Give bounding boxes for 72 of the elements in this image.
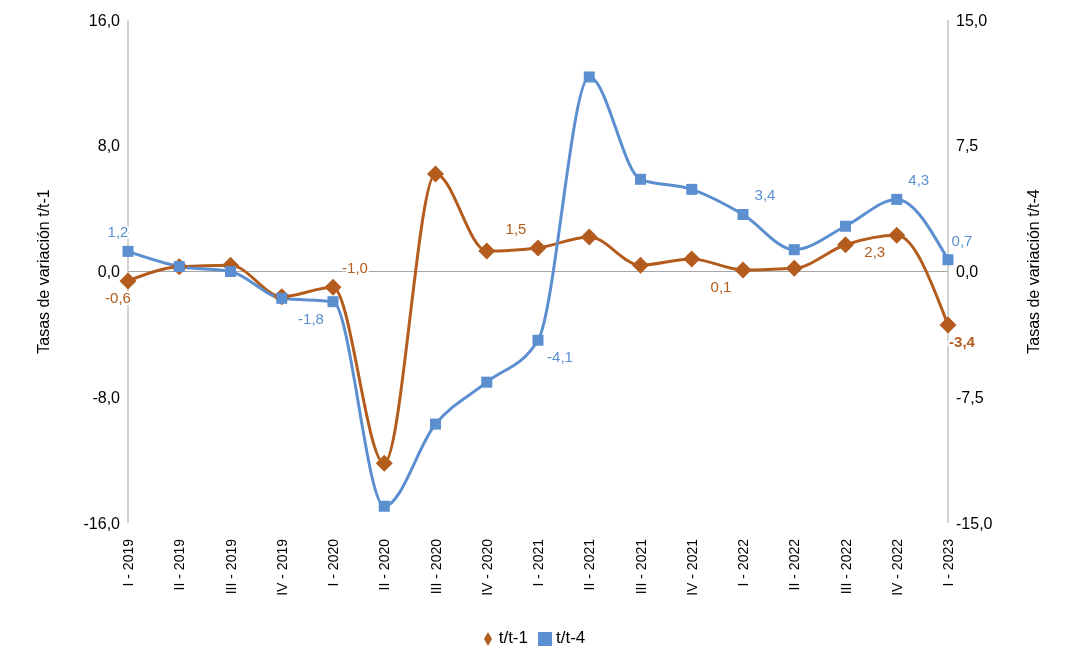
point <box>785 259 803 277</box>
point <box>119 272 137 290</box>
data-label: 1,5 <box>505 219 527 237</box>
point <box>837 236 854 254</box>
y2-tick-label: -7,5 <box>956 388 984 406</box>
legend-label: t/t-4 <box>556 628 586 647</box>
x-tick-label: IV - 2021 <box>683 538 700 596</box>
point <box>635 173 646 185</box>
x-tick-label: IV - 2020 <box>478 538 495 596</box>
data-label: 4,3 <box>908 171 930 189</box>
point <box>891 193 903 205</box>
point <box>683 250 701 268</box>
point <box>378 500 390 512</box>
point <box>427 165 444 183</box>
y2-tick-label: 0,0 <box>956 263 979 281</box>
y2-axis-title: Tasas de variación t/t-4 <box>1024 189 1042 354</box>
y2-tick-label: -15,0 <box>956 514 993 532</box>
data-label: -1,8 <box>298 309 324 327</box>
point <box>529 239 547 257</box>
data-label: 0,1 <box>710 277 732 295</box>
data-label: -4,1 <box>547 348 573 366</box>
x-tick-label: I - 2022 <box>735 538 751 587</box>
data-label: 0,7 <box>951 231 973 249</box>
x-tick-label: III - 2019 <box>222 538 239 595</box>
point <box>375 454 393 472</box>
y2-tick-label: 15,0 <box>956 11 988 29</box>
y-tick-label: 8,0 <box>97 137 121 155</box>
point <box>942 254 954 266</box>
x-tick-label: III - 2020 <box>427 538 444 595</box>
point <box>580 228 598 246</box>
y-axis-title: Tasas de variación t/t-1 <box>34 189 52 354</box>
data-label: -3,4 <box>949 332 976 350</box>
x-tick-label: II - 2020 <box>376 538 393 591</box>
x-tick-label: I - 2020 <box>325 538 341 587</box>
x-tick-label: I - 2019 <box>120 538 136 587</box>
point <box>686 183 698 195</box>
point <box>327 296 339 308</box>
point <box>430 418 441 430</box>
point <box>478 242 496 260</box>
x-tick-label: IV - 2022 <box>888 538 905 596</box>
point <box>122 245 134 257</box>
point <box>532 334 544 346</box>
point <box>225 266 236 277</box>
x-tick-label: I - 2021 <box>530 538 546 587</box>
point <box>737 208 749 220</box>
point <box>734 261 752 279</box>
x-tick-label: I - 2023 <box>940 538 956 587</box>
point <box>583 71 595 83</box>
y-tick-label: 0,0 <box>97 263 121 281</box>
x-tick-label: III - 2022 <box>837 538 854 595</box>
y2-tick-label: 7,5 <box>956 137 979 155</box>
point <box>788 244 800 256</box>
x-tick-label: II - 2022 <box>786 538 803 591</box>
x-tick-label: II - 2019 <box>171 538 188 591</box>
point <box>481 376 493 388</box>
point <box>632 256 649 274</box>
data-label: -1,0 <box>342 259 368 277</box>
point <box>840 220 851 232</box>
data-label: -0,6 <box>105 288 131 306</box>
data-label: 2,3 <box>864 243 886 261</box>
y-tick-label: 16,0 <box>88 11 121 29</box>
x-tick-label: IV - 2019 <box>273 538 290 596</box>
x-tick-label: III - 2021 <box>632 538 649 595</box>
legend-label: t/t-1 <box>498 628 528 647</box>
y-tick-label: -16,0 <box>83 514 121 532</box>
y-tick-label: -8,0 <box>92 388 121 406</box>
x-tick-label: II - 2021 <box>581 538 598 591</box>
point <box>939 316 957 334</box>
data-label: 1,2 <box>107 223 129 241</box>
point <box>324 278 342 296</box>
point <box>888 226 906 244</box>
data-label: 3,4 <box>754 186 776 204</box>
